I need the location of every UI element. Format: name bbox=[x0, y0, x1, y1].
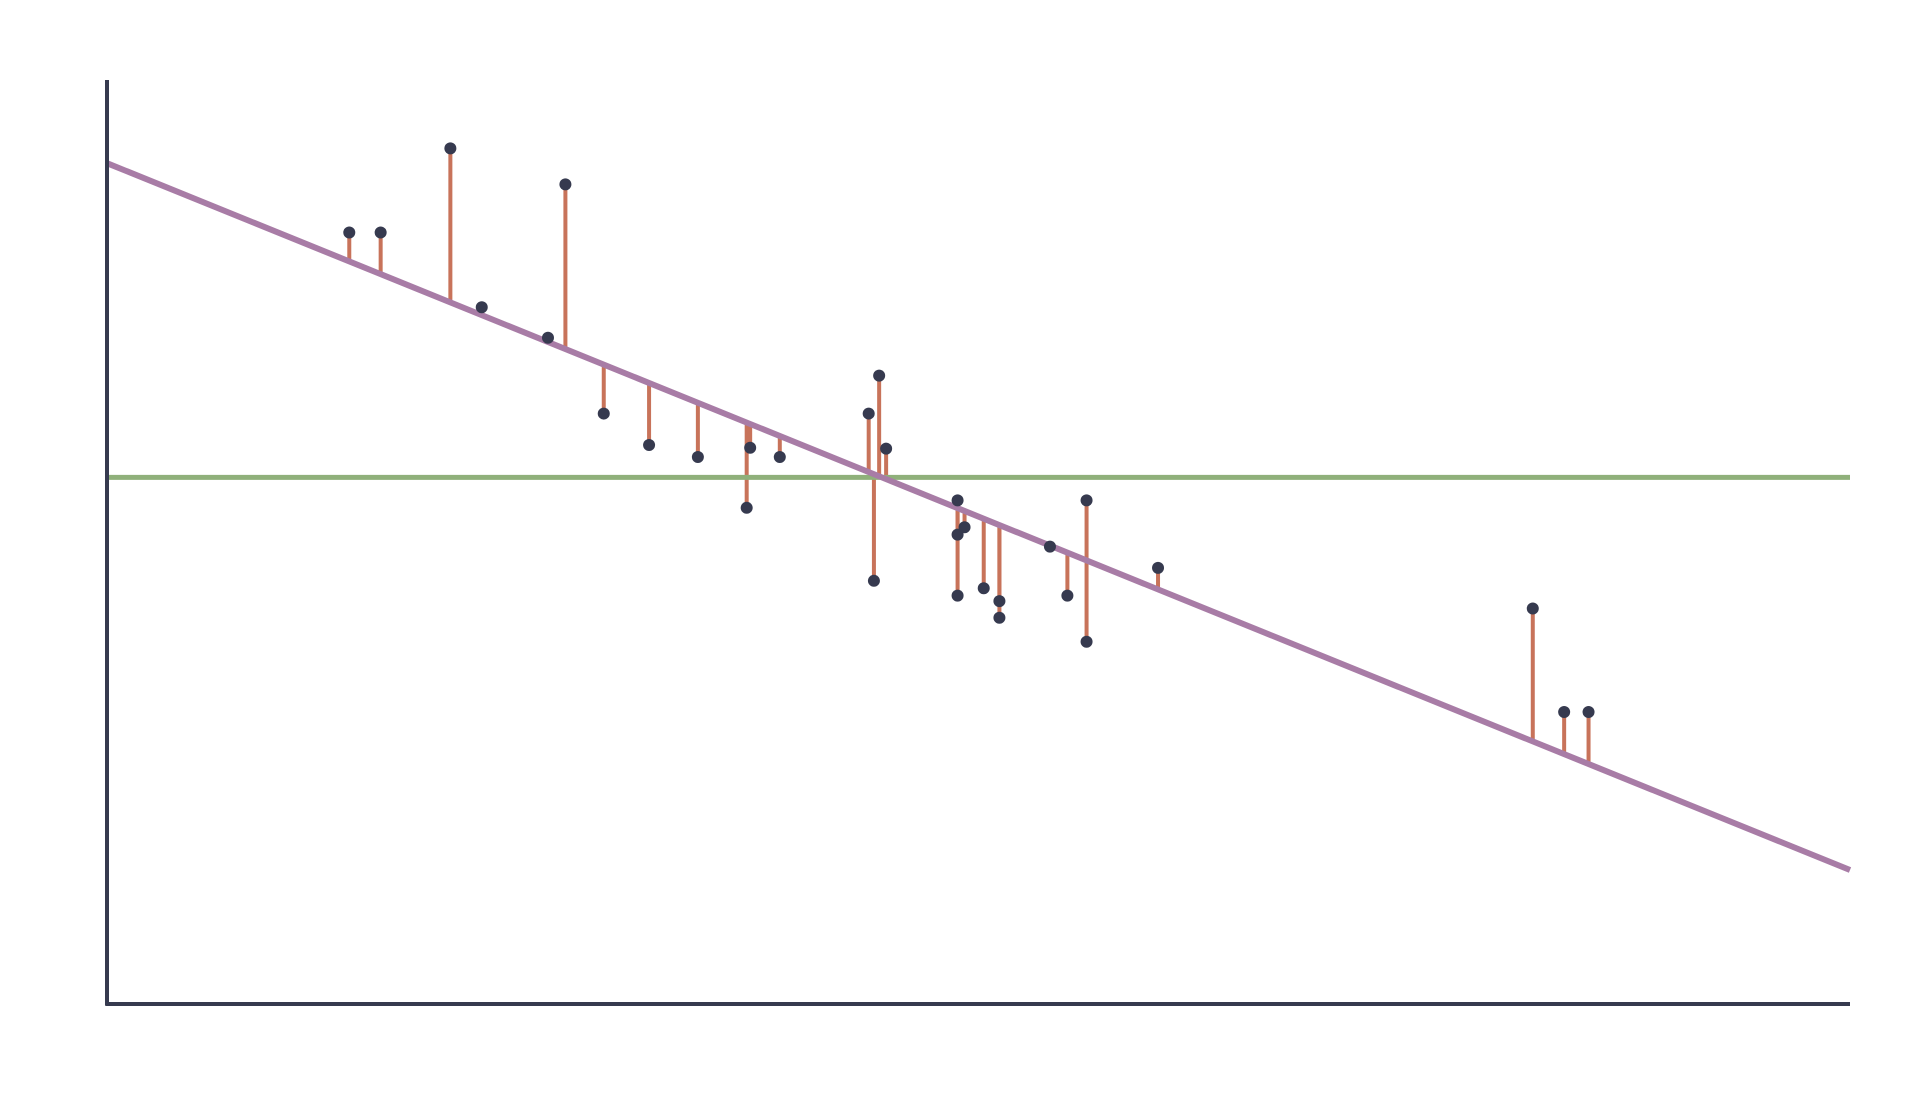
data-point-3 bbox=[444, 142, 457, 155]
data-point-2 bbox=[374, 226, 387, 239]
data-point-19 bbox=[951, 589, 964, 602]
data-point-5 bbox=[541, 331, 554, 344]
data-point-25 bbox=[1061, 589, 1074, 602]
data-points bbox=[343, 142, 1595, 719]
data-point-20 bbox=[958, 521, 971, 534]
data-point-28 bbox=[1152, 561, 1165, 574]
data-point-4 bbox=[475, 301, 488, 314]
data-point-27 bbox=[1080, 635, 1093, 648]
data-point-17 bbox=[951, 494, 964, 507]
data-point-1 bbox=[343, 226, 356, 239]
data-point-9 bbox=[691, 450, 704, 463]
data-point-30 bbox=[1558, 706, 1571, 719]
data-point-24 bbox=[1043, 540, 1056, 553]
data-point-15 bbox=[873, 369, 886, 382]
data-point-8 bbox=[643, 438, 656, 451]
data-point-31 bbox=[1582, 706, 1595, 719]
data-point-22 bbox=[993, 595, 1006, 608]
data-point-29 bbox=[1526, 602, 1539, 615]
data-point-12 bbox=[773, 450, 786, 463]
data-point-11 bbox=[744, 441, 757, 454]
data-point-21 bbox=[977, 582, 990, 595]
residual-segments bbox=[347, 148, 1591, 764]
regression-line bbox=[105, 160, 1852, 873]
data-point-7 bbox=[597, 407, 610, 420]
data-point-13 bbox=[862, 407, 875, 420]
data-point-6 bbox=[559, 178, 572, 191]
data-point-26 bbox=[1080, 494, 1093, 507]
data-point-16 bbox=[880, 442, 893, 455]
data-point-10 bbox=[740, 501, 753, 514]
data-point-23 bbox=[993, 611, 1006, 624]
data-point-14 bbox=[867, 574, 880, 587]
